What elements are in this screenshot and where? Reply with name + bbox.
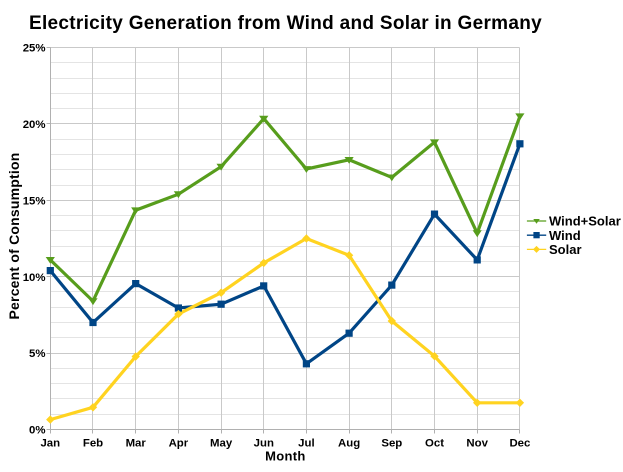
svg-text:Oct: Oct (425, 438, 444, 450)
svg-text:Wind+Solar: Wind+Solar (549, 214, 621, 229)
svg-text:Wind: Wind (549, 228, 581, 243)
svg-text:Dec: Dec (509, 438, 530, 450)
svg-text:Jun: Jun (254, 438, 274, 450)
svg-text:25%: 25% (23, 43, 46, 55)
svg-text:Percent of Consumption: Percent of Consumption (6, 153, 22, 320)
svg-text:Sep: Sep (381, 438, 402, 450)
svg-text:Month: Month (265, 448, 305, 463)
svg-text:Aug: Aug (338, 438, 360, 450)
svg-text:Feb: Feb (83, 438, 103, 450)
svg-text:5%: 5% (29, 348, 45, 360)
svg-text:Solar: Solar (549, 242, 582, 257)
svg-text:Electricity Generation from Wi: Electricity Generation from Wind and Sol… (29, 13, 542, 34)
svg-text:May: May (210, 438, 233, 450)
svg-text:10%: 10% (23, 272, 46, 284)
svg-text:0%: 0% (29, 425, 45, 437)
svg-text:Nov: Nov (466, 438, 488, 450)
svg-text:Jan: Jan (40, 438, 60, 450)
svg-text:Mar: Mar (126, 438, 147, 450)
svg-text:Jul: Jul (298, 438, 314, 450)
svg-text:20%: 20% (23, 119, 46, 131)
svg-text:15%: 15% (23, 195, 46, 207)
svg-text:Apr: Apr (169, 438, 189, 450)
